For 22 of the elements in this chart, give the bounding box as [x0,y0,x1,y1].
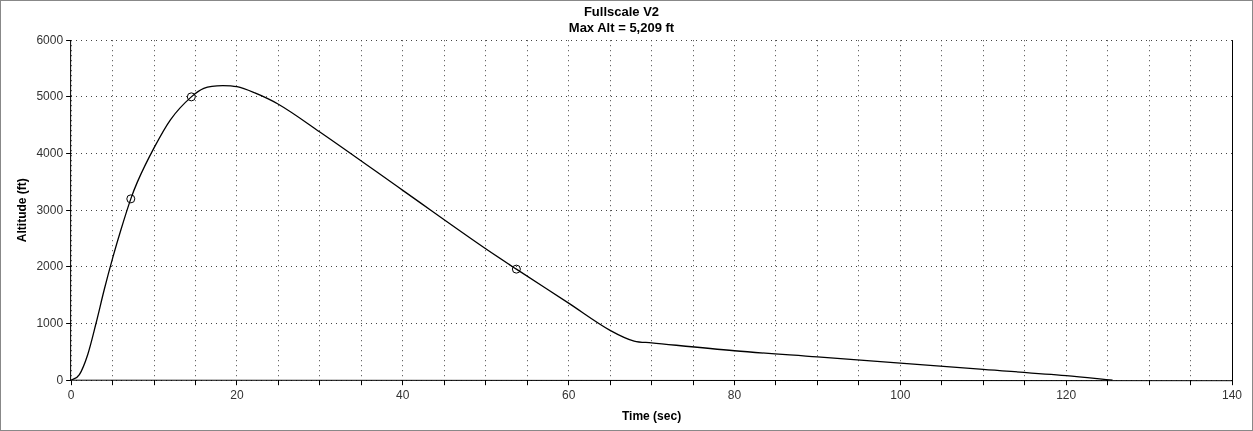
x-tick-label: 20 [230,387,244,402]
point [511,264,521,274]
chart-title: Fullscale V2 [583,4,660,20]
x-tick-label: 140 [1221,387,1243,402]
point [186,92,196,102]
x-tick-label: 40 [396,387,410,402]
y-tick-label: 0 [56,372,64,387]
y-tick-label: 4000 [36,145,64,160]
y-tick-label: 6000 [36,32,64,47]
y-axis-title: Altitude (ft) [14,178,29,243]
y-tick-label: 5000 [36,89,64,104]
y-tick-label: 2000 [36,259,64,274]
x-tick-label: 100 [890,387,911,402]
y-tick-label: 1000 [36,315,64,330]
chart-subtitle: Max Alt = 5,209 ft [568,19,675,35]
x-tick-label: 0 [67,387,75,402]
x-tick-label: 120 [1056,387,1077,402]
x-tick-label: 60 [561,387,576,402]
y-tick-label: 3000 [36,202,64,217]
point [126,194,136,204]
x-axis-title: Time (sec) [621,409,682,424]
x-tick-label: 80 [727,387,742,402]
